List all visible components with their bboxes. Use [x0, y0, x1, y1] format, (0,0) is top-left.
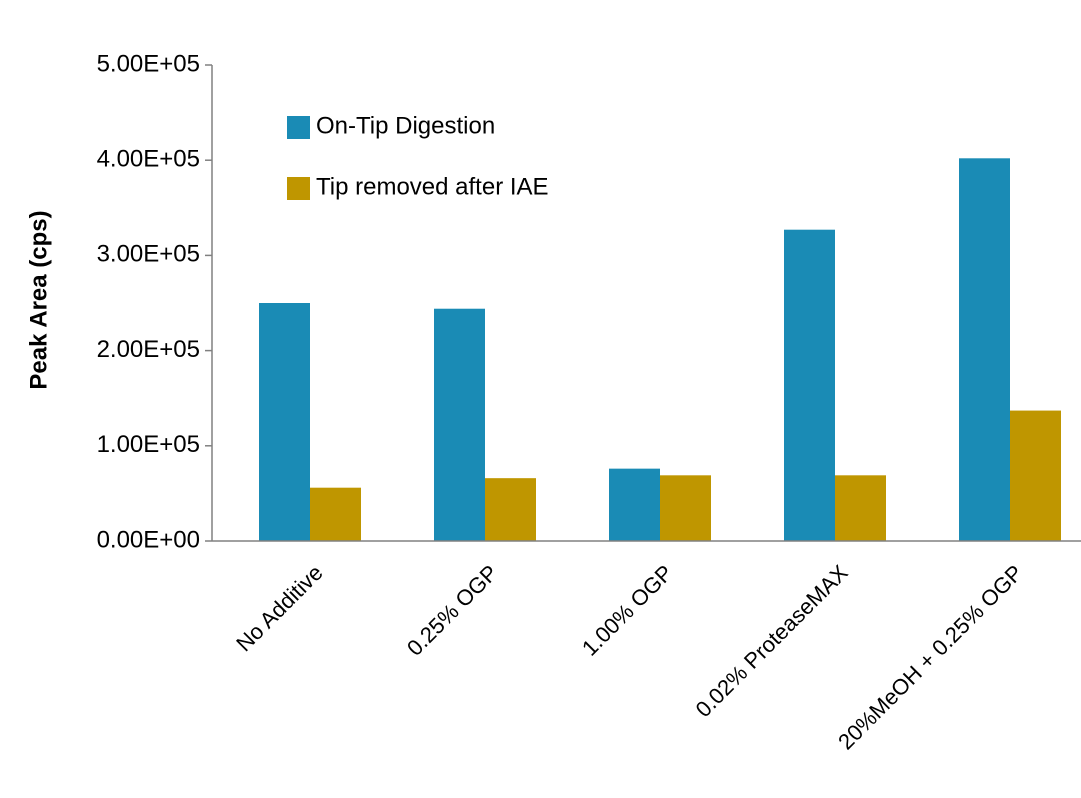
legend-label: Tip removed after IAE	[316, 173, 549, 200]
y-tick-label: 3.00E+05	[97, 241, 200, 268]
legend-swatch	[287, 177, 310, 200]
x-tick-label: 0.25% OGP	[402, 560, 503, 661]
x-tick-label: 0.02% ProteaseMAX	[691, 560, 853, 722]
legend-label: On-Tip Digestion	[316, 112, 495, 139]
bar	[1010, 410, 1061, 541]
y-tick-label: 1.00E+05	[97, 431, 200, 458]
x-tick-label: 20%MeOH + 0.25% OGP	[833, 560, 1027, 754]
y-tick-label: 0.00E+00	[97, 526, 200, 553]
x-tick-label: 1.00% OGP	[577, 560, 678, 661]
bar	[485, 478, 536, 541]
x-tick-label: No Additive	[231, 560, 327, 656]
legend-swatch	[287, 116, 310, 139]
bar	[784, 229, 835, 542]
bar	[959, 158, 1010, 541]
y-axis-title: Peak Area (cps)	[25, 210, 52, 389]
bar	[660, 475, 711, 541]
bar	[310, 487, 361, 541]
bar	[259, 303, 310, 541]
y-tick-label: 5.00E+05	[97, 50, 200, 77]
bar	[434, 308, 485, 541]
y-tick-label: 2.00E+05	[97, 336, 200, 363]
bar	[609, 468, 660, 541]
y-tick-label: 4.00E+05	[97, 146, 200, 173]
bar	[835, 475, 886, 541]
